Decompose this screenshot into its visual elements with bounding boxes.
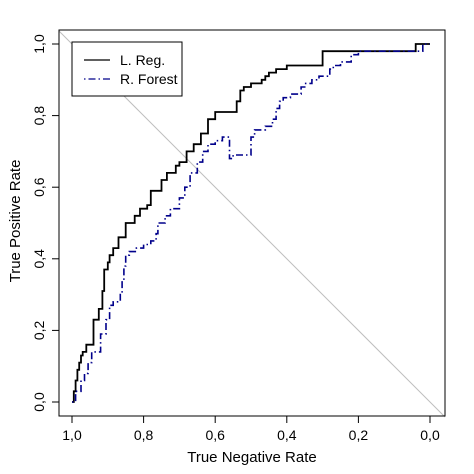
x-tick-label: 0,4: [277, 427, 297, 443]
legend-entry-l-reg: L. Reg.: [120, 52, 165, 68]
x-tick-label: 0,2: [349, 427, 369, 443]
y-tick-label: 0,4: [31, 249, 47, 269]
y-axis-label: True Positive Rate: [7, 160, 24, 283]
y-tick-label: 0,6: [31, 177, 47, 197]
x-axis-label: True Negative Rate: [187, 449, 317, 466]
plot-frame: [58, 29, 446, 417]
y-tick-label: 0,8: [31, 106, 47, 126]
x-tick-label: 0,8: [134, 427, 154, 443]
x-tick-label: 1,0: [62, 427, 82, 443]
legend: L. Reg. R. Forest: [71, 41, 183, 97]
y-tick-label: 1,0: [31, 34, 47, 54]
series-line-r-forest: [72, 43, 430, 403]
x-tick-label: 0,0: [420, 427, 440, 443]
y-tick-label: 0,2: [31, 320, 47, 340]
x-tick-label: 0,6: [205, 427, 225, 443]
legend-box: [71, 41, 183, 97]
y-axis: 0,0 0,2 0,4 0,6 0,8 1,0: [31, 34, 59, 412]
series-line-l-reg: [72, 43, 430, 403]
y-tick-label: 0,0: [31, 392, 47, 412]
legend-entry-r-forest: R. Forest: [120, 71, 178, 87]
x-axis: 1,0 0,8 0,6 0,4 0,2 0,0: [62, 416, 440, 443]
